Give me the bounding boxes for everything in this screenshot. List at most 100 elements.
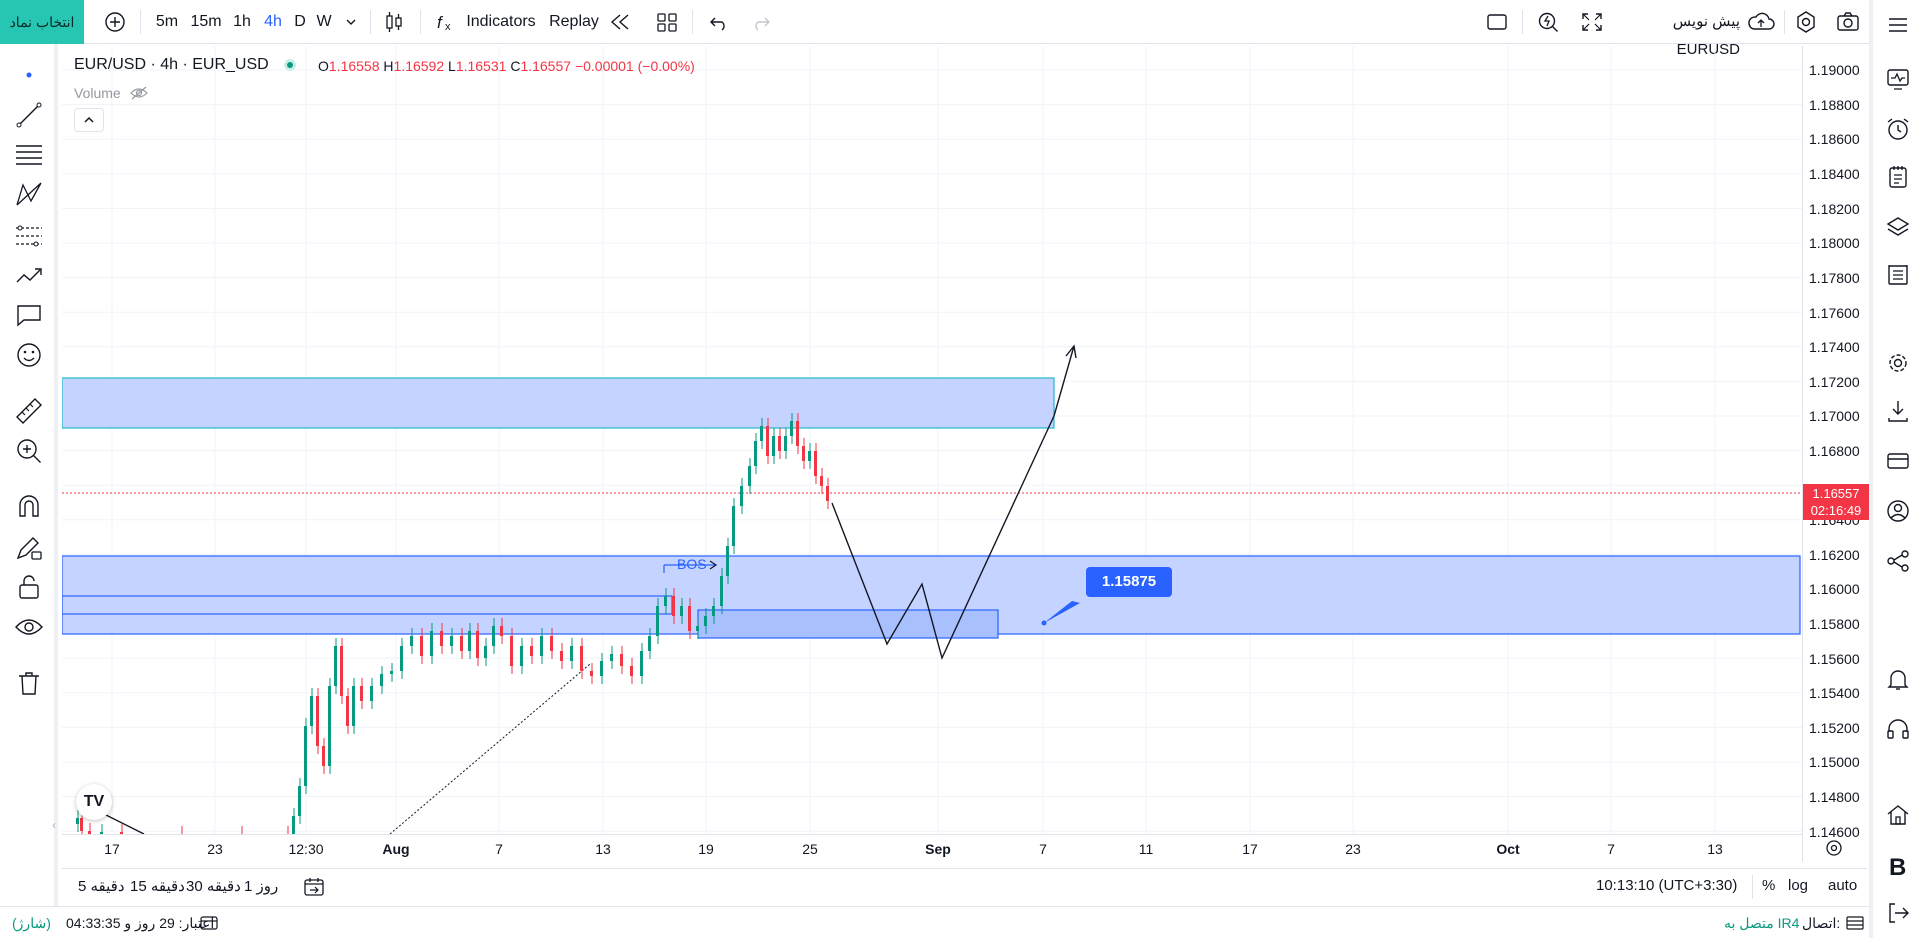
zoom-tool[interactable] <box>14 436 44 466</box>
settings-button[interactable] <box>1792 8 1820 36</box>
candle-body <box>328 686 331 766</box>
logout-button[interactable] <box>1885 900 1911 926</box>
order-block[interactable] <box>697 609 999 639</box>
zoom-in-icon <box>17 439 41 463</box>
volume-label: Volume <box>74 85 121 101</box>
price-callout[interactable]: 1.15875 <box>1086 567 1172 597</box>
collapse-legend-button[interactable] <box>74 108 104 132</box>
share-button[interactable] <box>1885 548 1911 574</box>
timeframe-5m[interactable]: 5m <box>155 13 179 30</box>
dotted-trend-line[interactable] <box>389 663 591 834</box>
chart-settings-button[interactable] <box>1885 350 1911 376</box>
undo-icon <box>710 17 725 31</box>
fib-tool[interactable] <box>14 140 44 170</box>
symbol-title[interactable]: EUR/USD · 4h · EUR_USD <box>74 56 269 73</box>
price-label: 1.16000 <box>1809 581 1860 597</box>
timeframe-4h[interactable]: 4h <box>264 13 282 30</box>
hide-drawings-tool[interactable] <box>14 612 44 642</box>
annotation-tool[interactable] <box>14 300 44 330</box>
chart-canvas[interactable] <box>62 46 1802 834</box>
wallet-button[interactable] <box>1885 448 1911 474</box>
range-30m[interactable]: 30 دقیقه <box>186 878 241 895</box>
calendar-icon <box>304 878 324 896</box>
divider <box>140 10 141 34</box>
undo-button[interactable] <box>706 8 732 36</box>
candle-body <box>712 606 715 616</box>
layout-button[interactable] <box>654 8 680 36</box>
candle-body <box>630 666 633 676</box>
chart-type-button[interactable] <box>380 8 408 36</box>
fullscreen-toggle-button[interactable] <box>1484 8 1510 36</box>
chart-pane[interactable]: EUR/USD · 4h · EUR_USD O1.16558 H1.16592… <box>62 46 1802 862</box>
replay-button[interactable]: Replay <box>549 13 599 30</box>
range-5m[interactable]: 5 دقیقه <box>78 878 125 895</box>
recharge-link[interactable]: (شارژ) <box>12 915 51 931</box>
menu-button[interactable] <box>1885 12 1911 38</box>
fullscreen-button[interactable] <box>1578 8 1606 36</box>
percent-toggle[interactable]: % <box>1762 877 1776 894</box>
quick-search-button[interactable] <box>1534 8 1562 36</box>
indicators-button[interactable]: Indicators <box>466 13 536 30</box>
snapshot-button[interactable] <box>1834 8 1862 36</box>
profile-button[interactable] <box>1885 498 1911 524</box>
range-15m[interactable]: 15 دقیقه <box>130 878 185 895</box>
chart-name[interactable]: پیش نویس EURUSD <box>1620 8 1740 58</box>
trend-line-tool[interactable] <box>14 100 44 130</box>
download-button[interactable] <box>1885 398 1911 424</box>
volume-legend[interactable]: Volume <box>74 85 149 101</box>
brand-button[interactable]: B <box>1885 852 1911 881</box>
range-1d[interactable]: 1 روز <box>244 878 279 895</box>
prediction-tool[interactable] <box>14 260 44 290</box>
hamburger-icon <box>1889 18 1907 32</box>
add-symbol-button[interactable] <box>102 8 128 36</box>
timeframe-dropdown[interactable] <box>342 8 360 36</box>
home-button[interactable] <box>1885 802 1911 828</box>
pattern-tool[interactable] <box>14 180 44 210</box>
remove-drawings-tool[interactable] <box>14 668 44 698</box>
measure-tool[interactable] <box>14 396 44 426</box>
drawn-line[interactable] <box>103 813 145 834</box>
svg-text:f: f <box>437 13 444 32</box>
date-range-button[interactable] <box>302 875 326 904</box>
timeframe-w[interactable]: W <box>316 13 332 30</box>
redo-button[interactable] <box>748 8 774 36</box>
alerts-button[interactable] <box>1885 116 1911 142</box>
bos-label[interactable]: BOS <box>677 556 707 572</box>
object-tree-button[interactable] <box>1885 214 1911 240</box>
cursor-tool[interactable] <box>14 60 44 90</box>
replay-icon-button[interactable] <box>606 8 634 36</box>
candle-body <box>648 636 651 651</box>
support-button[interactable] <box>1885 716 1911 742</box>
watchlist-button[interactable] <box>1885 66 1911 92</box>
notepad-icon <box>1889 166 1907 188</box>
notifications-button[interactable] <box>1885 666 1911 692</box>
price-axis[interactable]: 1.19000 1.18800 1.18600 1.18400 1.18200 … <box>1802 46 1869 862</box>
clock-timezone[interactable]: 10:13:10 (UTC+3:30) <box>1596 877 1738 894</box>
timeframe-15m[interactable]: 15m <box>190 13 222 30</box>
log-toggle[interactable]: log <box>1788 877 1809 894</box>
notes-button[interactable] <box>1885 164 1911 190</box>
icon-tool[interactable] <box>14 340 44 370</box>
candle-body <box>610 654 613 661</box>
stay-in-drawing-tool[interactable] <box>14 532 44 562</box>
supply-zone[interactable] <box>62 377 1055 429</box>
cloud-save-button[interactable] <box>1746 8 1776 36</box>
symbol-search-button[interactable]: انتخاب نماد <box>0 0 84 44</box>
projection-arrow-line[interactable] <box>1053 345 1075 417</box>
projection-tool[interactable] <box>14 220 44 250</box>
eye-crossed-icon[interactable] <box>129 86 149 100</box>
timeframe-1h[interactable]: 1h <box>233 13 251 30</box>
magnet-tool[interactable] <box>14 492 44 522</box>
timeframe-d[interactable]: D <box>294 13 306 30</box>
tradingview-logo[interactable]: TV <box>76 784 112 820</box>
time-axis[interactable]: 17 23 12:30 Aug 7 13 19 25 Sep 7 11 17 2… <box>62 834 1802 862</box>
candle-body <box>704 616 707 626</box>
news-button[interactable] <box>1885 262 1911 288</box>
lock-drawings-tool[interactable] <box>14 572 44 602</box>
projection-path[interactable] <box>831 415 1055 661</box>
axis-settings-button[interactable] <box>1824 838 1844 863</box>
auto-toggle[interactable]: auto <box>1828 877 1858 894</box>
candle-body <box>754 441 757 466</box>
scroll-left-handle[interactable]: ‹ <box>52 818 56 832</box>
